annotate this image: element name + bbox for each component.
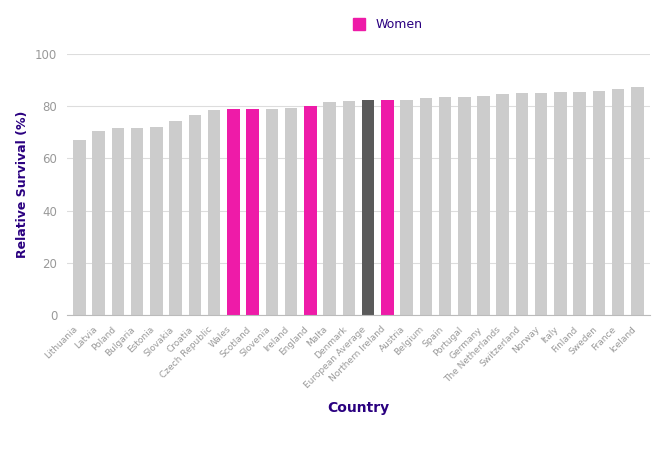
Bar (247, 109, 259, 315)
Bar (92, 131, 105, 315)
Bar (227, 109, 240, 315)
Bar (265, 109, 278, 315)
Bar (535, 93, 547, 315)
Bar (554, 92, 567, 315)
Legend: Women: Women (348, 13, 427, 36)
Bar (208, 110, 220, 315)
Bar (131, 128, 143, 315)
Bar (516, 93, 528, 315)
Bar (419, 99, 432, 315)
Bar (189, 115, 201, 315)
Bar (477, 96, 490, 315)
Bar (381, 100, 393, 315)
Bar (112, 128, 124, 315)
Y-axis label: Relative Survival (%): Relative Survival (%) (17, 111, 29, 258)
Bar (170, 121, 182, 315)
Bar (496, 94, 509, 315)
Bar (304, 106, 317, 315)
Bar (400, 100, 413, 315)
Bar (362, 100, 375, 315)
Bar (439, 97, 452, 315)
Bar (285, 108, 297, 315)
Bar (150, 127, 163, 315)
Bar (574, 92, 586, 315)
X-axis label: Country: Country (328, 401, 389, 415)
Bar (324, 102, 336, 315)
Bar (612, 89, 624, 315)
Bar (631, 86, 644, 315)
Bar (342, 101, 355, 315)
Bar (73, 140, 86, 315)
Bar (593, 90, 605, 315)
Bar (458, 97, 470, 315)
